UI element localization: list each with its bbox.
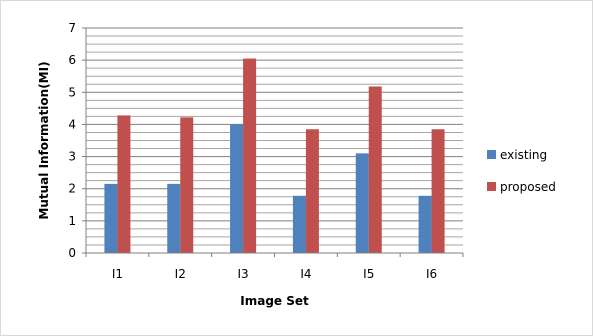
legend-swatch-proposed bbox=[487, 182, 496, 191]
gridlines bbox=[86, 27, 463, 254]
bar-existing-I2 bbox=[167, 183, 181, 253]
legend-label-existing: existing bbox=[500, 148, 547, 162]
x-tick-label: I1 bbox=[112, 267, 123, 281]
x-tick-label: I3 bbox=[237, 267, 248, 281]
x-tick-label: I4 bbox=[300, 267, 311, 281]
y-tick-label: 1 bbox=[68, 214, 76, 228]
x-tick-labels: I1 I2 I3 I4 I5 I6 bbox=[112, 267, 437, 281]
legend-label-proposed: proposed bbox=[500, 180, 556, 194]
bar-proposed-I6 bbox=[431, 129, 445, 253]
y-tick-label: 3 bbox=[68, 150, 76, 164]
bar-existing-I5 bbox=[355, 153, 369, 253]
x-tick-label: I5 bbox=[363, 267, 374, 281]
bars bbox=[104, 58, 445, 254]
x-axis-title: Image Set bbox=[240, 294, 309, 308]
bar-proposed-I5 bbox=[368, 86, 382, 253]
bar-proposed-I2 bbox=[180, 117, 194, 253]
y-tick-label: 0 bbox=[68, 246, 76, 260]
axes bbox=[82, 27, 464, 257]
y-tick-label: 6 bbox=[68, 53, 76, 67]
legend-swatch-existing bbox=[487, 150, 496, 159]
bar-existing-I4 bbox=[292, 195, 306, 253]
y-axis-title: Mutual Information(MI) bbox=[37, 61, 51, 219]
x-tick-label: I2 bbox=[175, 267, 186, 281]
bar-existing-I3 bbox=[230, 124, 244, 253]
bar-existing-I6 bbox=[418, 195, 432, 253]
bar-proposed-I3 bbox=[243, 58, 257, 254]
bar-proposed-I4 bbox=[305, 129, 319, 253]
bar-proposed-I1 bbox=[117, 115, 131, 253]
y-tick-labels: 0 1 2 3 4 5 6 7 bbox=[68, 21, 76, 260]
y-tick-label: 2 bbox=[68, 182, 76, 196]
bar-existing-I1 bbox=[104, 183, 118, 253]
x-tick-label: I6 bbox=[426, 267, 437, 281]
y-tick-label: 4 bbox=[68, 117, 76, 131]
y-tick-label: 7 bbox=[68, 21, 76, 35]
legend: existing proposed bbox=[487, 148, 556, 194]
y-tick-label: 5 bbox=[68, 85, 76, 99]
